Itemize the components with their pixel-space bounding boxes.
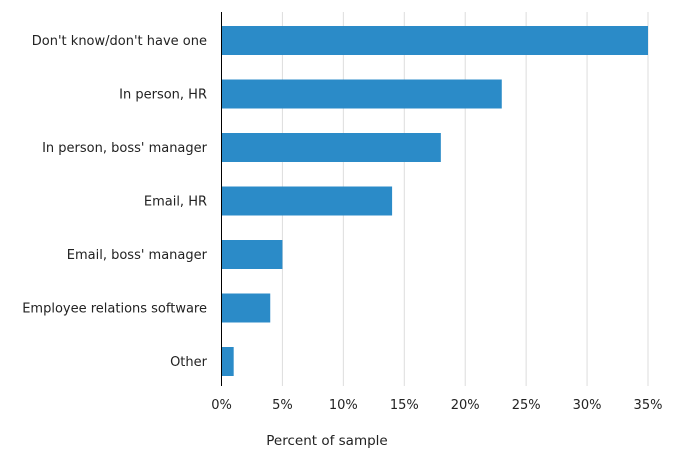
bar	[221, 186, 393, 216]
bar	[221, 240, 283, 269]
x-axis-title: Percent of sample	[266, 433, 387, 449]
category-labels: Don't know/don't have one In person, HR In…	[22, 34, 207, 370]
x-tick-label: 15%	[390, 398, 419, 413]
bar	[221, 79, 502, 109]
x-tick-label: 5%	[272, 398, 293, 413]
category-label: Employee relations software	[22, 302, 207, 317]
bar	[221, 26, 648, 55]
bars	[221, 26, 648, 376]
x-tick-labels: 0% 5% 10% 15% 20% 25% 30% 35%	[211, 398, 662, 413]
category-label: Other	[170, 355, 208, 370]
x-tick-label: 30%	[573, 398, 602, 413]
x-tick-label: 0%	[211, 398, 232, 413]
x-tick-label: 20%	[451, 398, 480, 413]
category-label: Email, boss' manager	[67, 248, 208, 263]
bar	[221, 293, 271, 323]
gridlines	[281, 12, 649, 386]
category-label: In person, boss' manager	[42, 141, 208, 156]
category-label: Email, HR	[144, 195, 207, 210]
x-tick-label: 25%	[512, 398, 541, 413]
x-tick-label: 35%	[634, 398, 663, 413]
category-label: In person, HR	[119, 88, 207, 103]
bar	[221, 347, 234, 376]
category-label: Don't know/don't have one	[32, 34, 207, 49]
bar	[221, 133, 441, 162]
x-tick-label: 10%	[329, 398, 358, 413]
